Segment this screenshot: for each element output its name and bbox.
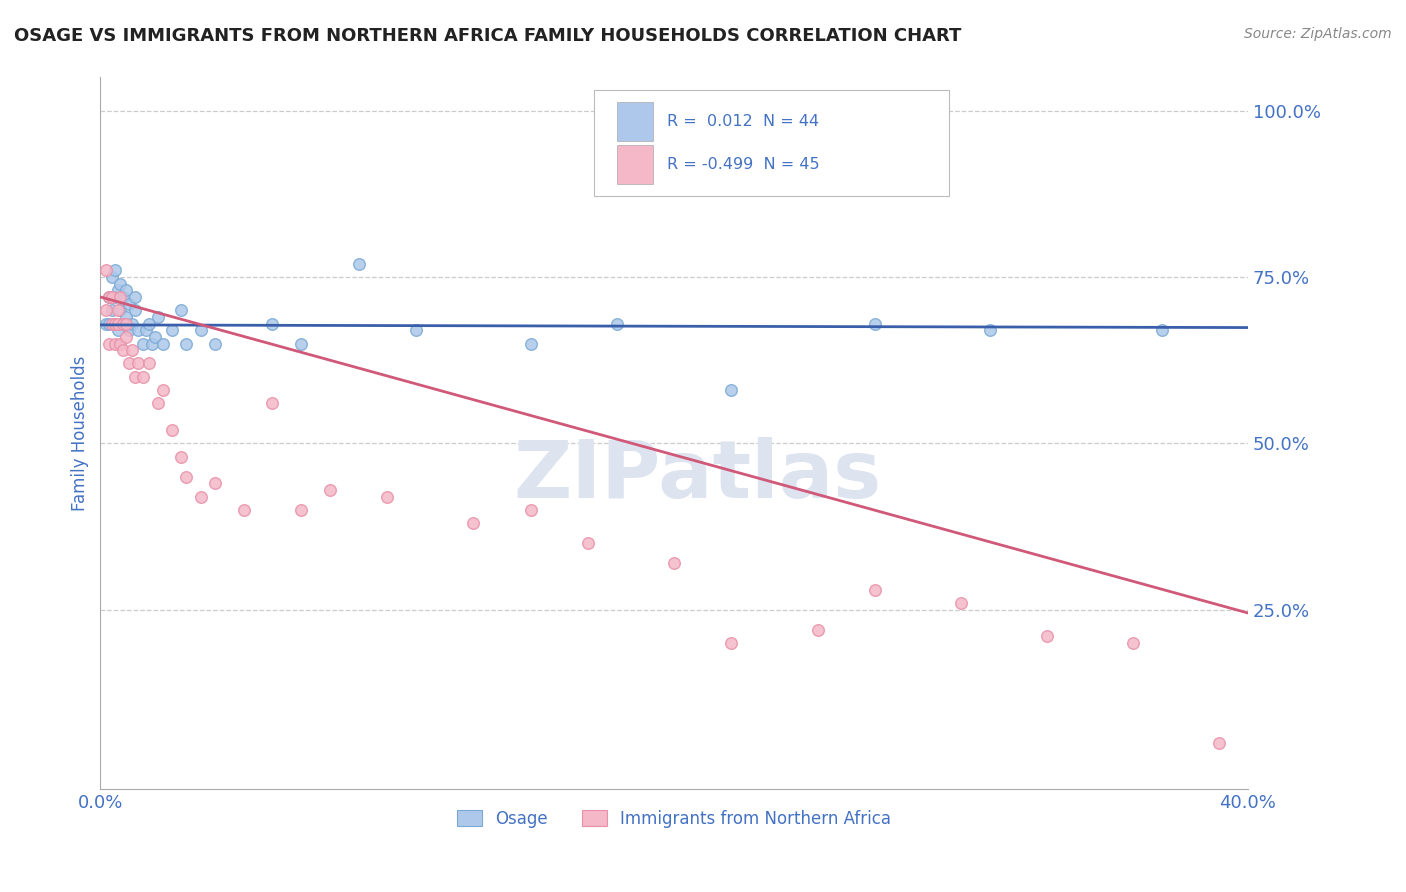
Point xyxy=(121,317,143,331)
Point xyxy=(662,556,685,570)
Point xyxy=(863,582,886,597)
Point xyxy=(110,277,132,291)
Point xyxy=(720,383,742,397)
Point xyxy=(143,330,166,344)
Point xyxy=(97,317,120,331)
Point xyxy=(118,356,141,370)
Point xyxy=(146,396,169,410)
Point xyxy=(127,323,149,337)
Point xyxy=(97,290,120,304)
Point xyxy=(160,323,183,337)
Point xyxy=(107,303,129,318)
Point xyxy=(104,263,127,277)
FancyBboxPatch shape xyxy=(617,102,654,141)
Point xyxy=(290,336,312,351)
Point xyxy=(112,317,135,331)
Point xyxy=(94,263,117,277)
Point xyxy=(135,323,157,337)
Text: Source: ZipAtlas.com: Source: ZipAtlas.com xyxy=(1244,27,1392,41)
Point xyxy=(107,317,129,331)
Point xyxy=(170,450,193,464)
Point xyxy=(160,423,183,437)
Point xyxy=(152,336,174,351)
Point xyxy=(94,317,117,331)
Point xyxy=(104,336,127,351)
Point xyxy=(97,336,120,351)
Point xyxy=(132,369,155,384)
Point xyxy=(101,270,124,285)
Point xyxy=(112,317,135,331)
Point xyxy=(519,503,541,517)
Point xyxy=(115,330,138,344)
Text: R =  0.012  N = 44: R = 0.012 N = 44 xyxy=(668,114,820,129)
Point xyxy=(232,503,254,517)
Point xyxy=(606,317,628,331)
Point xyxy=(1122,636,1144,650)
Point xyxy=(107,323,129,337)
Point xyxy=(290,503,312,517)
Point xyxy=(204,336,226,351)
Point xyxy=(110,336,132,351)
Point xyxy=(104,317,127,331)
Point xyxy=(375,490,398,504)
Point xyxy=(104,290,127,304)
FancyBboxPatch shape xyxy=(617,145,654,184)
Point xyxy=(101,317,124,331)
Point xyxy=(112,343,135,358)
Point xyxy=(118,323,141,337)
Point xyxy=(806,623,828,637)
Point xyxy=(152,383,174,397)
Text: ZIPatlas: ZIPatlas xyxy=(513,437,882,515)
Point xyxy=(319,483,342,497)
Point xyxy=(576,536,599,550)
Y-axis label: Family Households: Family Households xyxy=(72,356,89,511)
Point xyxy=(124,369,146,384)
Point xyxy=(262,317,284,331)
Point xyxy=(132,336,155,351)
Point xyxy=(863,317,886,331)
Point xyxy=(463,516,485,530)
Point xyxy=(101,290,124,304)
Point xyxy=(949,596,972,610)
Point xyxy=(118,296,141,310)
Point xyxy=(121,343,143,358)
Point xyxy=(176,469,198,483)
Point xyxy=(94,303,117,318)
Point xyxy=(720,636,742,650)
Point xyxy=(112,290,135,304)
FancyBboxPatch shape xyxy=(593,89,949,196)
Point xyxy=(127,356,149,370)
Point xyxy=(347,257,370,271)
Point xyxy=(405,323,427,337)
Point xyxy=(138,317,160,331)
Point xyxy=(176,336,198,351)
Point xyxy=(110,303,132,318)
Point xyxy=(1036,629,1059,643)
Point xyxy=(190,323,212,337)
Point xyxy=(1208,736,1230,750)
Text: OSAGE VS IMMIGRANTS FROM NORTHERN AFRICA FAMILY HOUSEHOLDS CORRELATION CHART: OSAGE VS IMMIGRANTS FROM NORTHERN AFRICA… xyxy=(14,27,962,45)
Point xyxy=(1150,323,1173,337)
Point xyxy=(204,476,226,491)
Point xyxy=(115,283,138,297)
Text: R = -0.499  N = 45: R = -0.499 N = 45 xyxy=(668,157,820,172)
Point xyxy=(104,317,127,331)
Point xyxy=(170,303,193,318)
Point xyxy=(979,323,1001,337)
Legend: Osage, Immigrants from Northern Africa: Osage, Immigrants from Northern Africa xyxy=(450,803,897,834)
Point xyxy=(115,317,138,331)
Point xyxy=(107,283,129,297)
Point xyxy=(262,396,284,410)
Point xyxy=(124,303,146,318)
Point xyxy=(110,290,132,304)
Point xyxy=(141,336,163,351)
Point xyxy=(124,290,146,304)
Point xyxy=(146,310,169,324)
Point xyxy=(138,356,160,370)
Point xyxy=(190,490,212,504)
Point xyxy=(519,336,541,351)
Point xyxy=(101,303,124,318)
Point xyxy=(115,310,138,324)
Point xyxy=(97,290,120,304)
